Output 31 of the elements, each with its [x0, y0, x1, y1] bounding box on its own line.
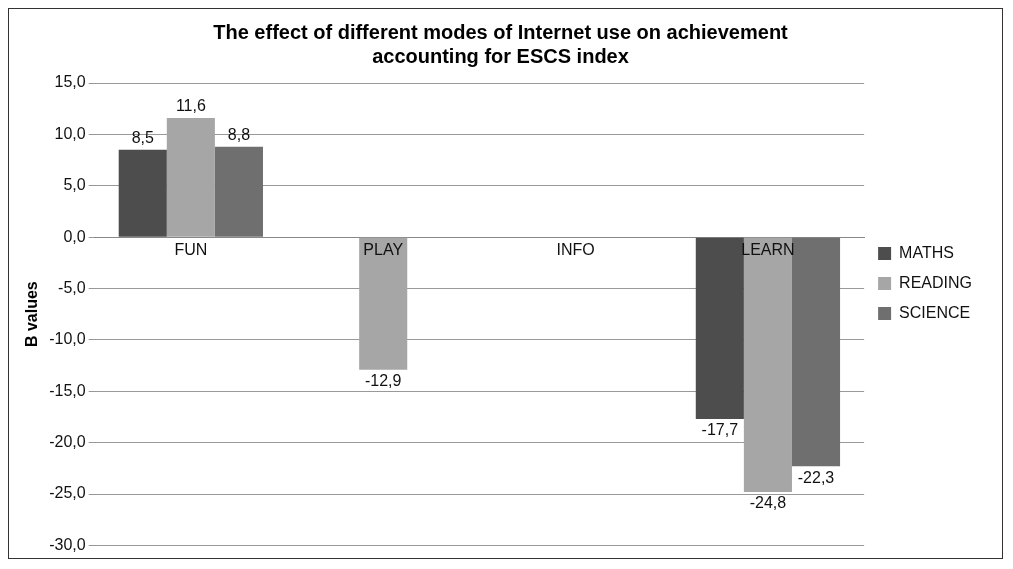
y-axis-title: B values [23, 281, 41, 348]
y-tick-label: -15,0 [49, 381, 86, 399]
y-tick-label: -10,0 [49, 330, 86, 348]
data-label: 8,5 [131, 129, 154, 147]
y-tick-label: -25,0 [49, 484, 86, 502]
bar [695, 237, 744, 420]
y-tick-label: -30,0 [49, 535, 86, 553]
y-tick-label: -5,0 [58, 278, 86, 296]
x-tick-label: FUN [174, 240, 208, 258]
bar [118, 149, 167, 237]
bar [359, 237, 408, 370]
y-tick-label: -20,0 [49, 433, 86, 451]
legend-label: MATHS [899, 243, 954, 261]
y-tick-label: 0,0 [63, 227, 86, 245]
bar [743, 237, 792, 492]
bar [166, 117, 215, 237]
data-label: -22,3 [797, 468, 835, 486]
y-tick-label: 15,0 [54, 73, 86, 91]
data-label: -24,8 [749, 494, 787, 512]
data-label: -17,7 [701, 421, 739, 439]
legend-label: SCIENCE [899, 303, 971, 321]
bar [214, 146, 263, 237]
x-tick-label: INFO [556, 240, 595, 258]
chart-title: The effect of different modes of Internet use on achievement accounting for ESCS index [213, 20, 789, 67]
y-tick-label: 5,0 [63, 176, 86, 194]
data-label: -12,9 [364, 372, 402, 390]
legend-label: READING [899, 273, 973, 291]
data-label: 11,6 [175, 97, 206, 115]
x-tick-label: PLAY [363, 240, 404, 258]
data-label: 8,8 [227, 126, 251, 144]
y-tick-label: 10,0 [54, 124, 86, 142]
